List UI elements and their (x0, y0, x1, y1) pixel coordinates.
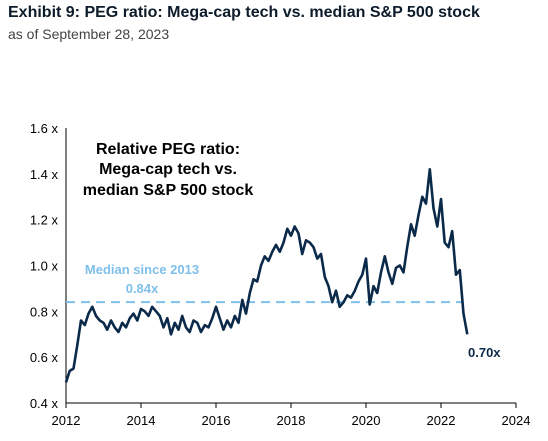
series-line (64, 168, 469, 383)
y-axis: 0.4 x 0.6 x 0.8 x 1.0 x 1.2 x 1.4 x 1.6 x (30, 121, 59, 411)
x-axis: 2012 2014 2016 2018 2020 2022 2024 (52, 403, 531, 428)
y-tick-label: 1.4 x (30, 167, 59, 182)
x-tick-label: 2012 (52, 413, 81, 428)
y-tick-label: 1.6 x (30, 121, 59, 136)
y-tick-label: 1.0 x (30, 259, 59, 274)
y-tick-label: 0.6 x (30, 350, 59, 365)
x-tick-label: 2024 (502, 413, 531, 428)
x-tick-label: 2022 (427, 413, 456, 428)
x-tick-label: 2018 (277, 413, 306, 428)
median-value-label: 0.84x (126, 281, 159, 296)
chart-inner-title-line-1: Relative PEG ratio: (96, 141, 240, 158)
y-tick-label: 0.8 x (30, 304, 59, 319)
chart-inner-title-line-3: median S&P 500 stock (83, 182, 254, 199)
median-label: Median since 2013 (85, 262, 199, 277)
y-tick-label: 1.2 x (30, 213, 59, 228)
page-title: Exhibit 9: PEG ratio: Mega-cap tech vs. … (8, 4, 480, 21)
end-value-label: 0.70x (468, 345, 501, 360)
x-tick-label: 2020 (352, 413, 381, 428)
x-tick-label: 2016 (202, 413, 231, 428)
y-tick-label: 0.4 x (30, 396, 59, 411)
chart-inner-title-line-2: Mega-cap tech vs. (99, 161, 237, 178)
x-tick-label: 2014 (127, 413, 156, 428)
page-subtitle: as of September 28, 2023 (8, 26, 170, 42)
